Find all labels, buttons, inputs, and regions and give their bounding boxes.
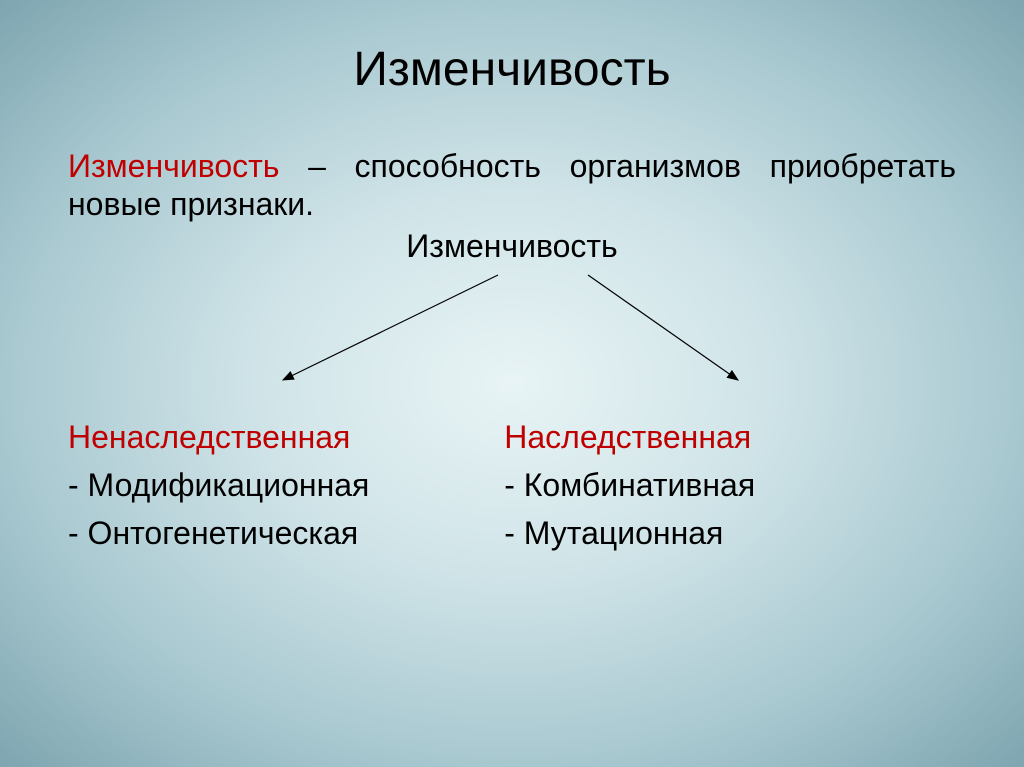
definition-dash: – — [279, 148, 354, 184]
left-branch-item: - Модификационная — [68, 461, 494, 509]
branch-columns: Ненаследственная - Модификационная - Онт… — [68, 413, 956, 557]
slide-title: Изменчивость — [0, 0, 1024, 97]
definition-text: Изменчивость – способность организмов пр… — [68, 147, 956, 224]
diagram-root-label: Изменчивость — [68, 228, 956, 265]
right-branch: Наследственная - Комбинативная - Мутацио… — [494, 413, 956, 557]
left-branch-item: - Онтогенетическая — [68, 509, 494, 557]
left-branch: Ненаследственная - Модификационная - Онт… — [68, 413, 494, 557]
arrow-left — [283, 275, 498, 380]
arrow-right — [588, 275, 738, 380]
left-branch-header: Ненаследственная — [68, 413, 494, 461]
right-branch-header: Наследственная — [504, 413, 956, 461]
right-branch-item: - Мутационная — [504, 509, 956, 557]
definition-term: Изменчивость — [68, 148, 279, 184]
right-branch-item: - Комбинативная — [504, 461, 956, 509]
branch-arrows — [68, 265, 956, 395]
slide-content: Изменчивость – способность организмов пр… — [0, 97, 1024, 557]
